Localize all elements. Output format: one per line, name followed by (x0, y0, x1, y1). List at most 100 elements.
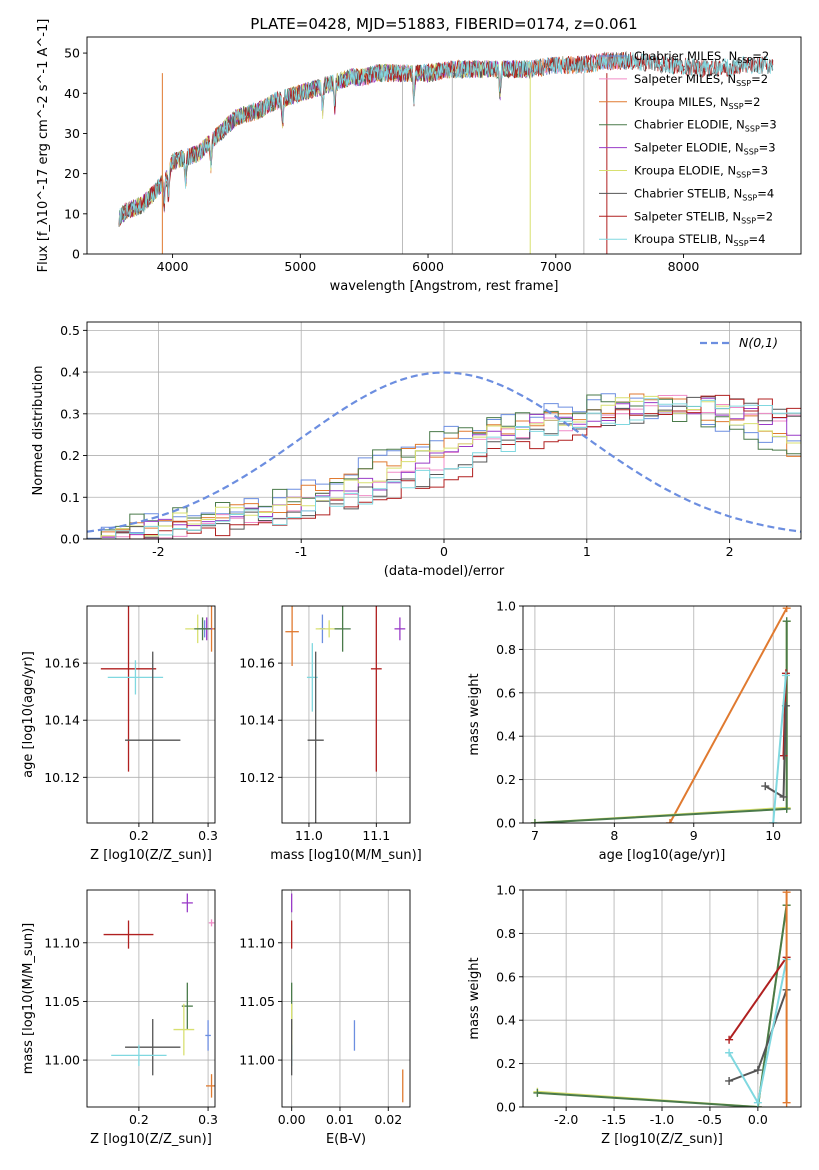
x-tick-label: 4000 (157, 259, 189, 274)
y-tick-label: 10.12 (44, 770, 80, 785)
axes-border (281, 889, 411, 1108)
y-tick-label: 11.00 (44, 1053, 80, 1068)
legend-label: Chabrier ELODIE, NSSP=3 (634, 118, 777, 134)
mass-weight-vs-metallicity-panel: -2.0 -1.5 -1.0 -0.5 0.0 0.0 0.2 0.4 0.6 0.8 1.0 Z [… (467, 883, 802, 1147)
y-tick-label: 40 (64, 86, 80, 101)
x-tick-label: 2 (726, 544, 734, 559)
legend-label-sub: SSP (729, 102, 744, 111)
legend-label-name: Chabrier STELIB, N (634, 186, 742, 200)
histogram-step (87, 398, 801, 539)
axes-frame: 7 8 9 10 0.0 0.2 0.4 0.6 0.8 1.0 age [log10(age/yr… (467, 599, 802, 863)
axes-border (86, 36, 802, 255)
legend-label-value: =2 (751, 72, 768, 86)
spectrum-panel: 4000 5000 6000 7000 8000 0 10 20 30 40 50 wavelengt… (36, 19, 802, 294)
legend-label-name: Salpeter ELODIE, N (634, 141, 744, 155)
gaussian-curve (87, 371, 801, 533)
x-axis-label: age [log10(age/yr)] (599, 848, 726, 863)
legend-label: N(0,1) (739, 335, 778, 350)
figure-title: PLATE=0428, MJD=51883, FIBERID=0174, z=0… (250, 15, 637, 33)
legend-label: Chabrier STELIB, NSSP=4 (634, 186, 774, 202)
legend-label-sub: SSP (741, 216, 756, 225)
y-tick-label: 0.0 (496, 1100, 516, 1115)
legend-label-name: Chabrier ELODIE, N (634, 118, 745, 132)
legend-label-name: Salpeter MILES, N (634, 72, 736, 86)
mass-age-panel: 11.0 11.1 10.12 10.14 10.16 mass [log10(M/M_s… (239, 605, 422, 863)
x-tick-label: -1.0 (650, 1112, 674, 1127)
y-tick-label: 0.4 (496, 1013, 516, 1028)
weight-marker (725, 1076, 734, 1085)
y-tick-label: 0.0 (496, 816, 516, 831)
y-tick-label: 0 (72, 247, 80, 262)
y-tick-label: 10.16 (44, 656, 80, 671)
legend-label-sub: SSP (736, 171, 751, 180)
legend-label-name: Salpeter STELIB, N (634, 209, 741, 223)
histogram-step (87, 395, 801, 539)
y-axis-label: mass weight (467, 957, 482, 1039)
mass-weight-vs-age-panel: 7 8 9 10 0.0 0.2 0.4 0.6 0.8 1.0 age [log10(age/yr… (467, 599, 802, 863)
legend-label-name: Chabrier MILES, N (634, 49, 737, 63)
extinction-mass-panel: 0.00 0.01 0.02 11.00 11.05 11.10 E(B-V) (239, 889, 411, 1147)
weight-marker (725, 1048, 734, 1057)
x-tick-label: 7000 (540, 259, 572, 274)
y-tick-label: 1.0 (496, 883, 516, 898)
x-tick-label: 0.3 (198, 1112, 218, 1127)
y-tick-label: 10.14 (44, 713, 80, 728)
y-tick-label: 11.05 (239, 994, 275, 1009)
plot-area (291, 893, 404, 1103)
legend-label-sub: SSP (742, 193, 757, 202)
x-tick-label: 0.00 (278, 1112, 306, 1127)
legend-label-name: Kroupa STELIB, N (634, 232, 734, 246)
y-tick-label: 0.2 (496, 772, 516, 787)
y-tick-label: 20 (64, 166, 80, 181)
legend-label-sub: SSP (734, 239, 749, 248)
weight-line (534, 621, 788, 823)
y-axis-label: age [log10(age/yr)] (21, 651, 36, 778)
x-tick-label: 8000 (668, 259, 700, 274)
weight-marker (779, 792, 788, 801)
x-tick-label: 9 (690, 828, 698, 843)
y-axis-label: Normed distribution (31, 366, 46, 496)
x-axis-label: Z [log10(Z/Z_sun)] (90, 1132, 212, 1147)
axes-frame: 0.2 0.3 11.00 11.05 11.10 Z [log10(Z/Z_sun)] m… (21, 889, 218, 1147)
x-axis-label: Z [log10(Z/Z_sun)] (601, 1132, 723, 1147)
x-tick-label: 0.02 (374, 1112, 402, 1127)
y-axis-label: mass weight (467, 673, 482, 755)
y-tick-label: 0.8 (496, 926, 516, 941)
legend-label-value: =4 (757, 186, 774, 200)
x-tick-label: 11.0 (295, 828, 323, 843)
y-tick-label: 0.3 (60, 406, 80, 421)
y-tick-label: 1.0 (496, 599, 516, 614)
axes-frame: 11.0 11.1 10.12 10.14 10.16 mass [log10(M/M_s… (239, 605, 422, 863)
histogram-step (87, 394, 801, 539)
x-tick-label: 0.0 (748, 1112, 768, 1127)
legend-label-sub: SSP (745, 125, 760, 134)
legend-label: Salpeter STELIB, NSSP=2 (634, 209, 773, 225)
y-tick-label: 0.0 (60, 532, 80, 547)
axes-border (86, 889, 216, 1108)
y-tick-label: 0.6 (496, 685, 516, 700)
legend-label-value: =2 (756, 209, 773, 223)
x-tick-label: -1 (295, 544, 307, 559)
spectrum-line (118, 52, 774, 227)
histogram-step (87, 394, 801, 539)
weight-line (669, 607, 788, 823)
y-axis-label: mass [log10(M/M_sun)] (21, 923, 36, 1075)
legend-label: Salpeter MILES, NSSP=2 (634, 72, 768, 88)
metallicity-mass-panel: 0.2 0.3 11.00 11.05 11.10 Z [log10(Z/Z_sun)] m… (21, 889, 218, 1147)
y-tick-label: 0.1 (60, 490, 80, 505)
plot-area (118, 50, 774, 254)
axes-frame: 0.00 0.01 0.02 11.00 11.05 11.10 E(B-V) (239, 889, 411, 1147)
y-tick-label: 10.14 (239, 713, 275, 728)
y-tick-label: 0.2 (496, 1056, 516, 1071)
legend-label-value: =3 (759, 141, 776, 155)
x-axis-label: Z [log10(Z/Z_sun)] (90, 848, 212, 863)
y-tick-label: 0.8 (496, 642, 516, 657)
weight-marker (782, 804, 791, 813)
weight-marker (753, 1098, 762, 1107)
weight-marker (782, 617, 791, 626)
x-axis-label: E(B-V) (326, 1132, 366, 1147)
y-tick-label: 11.05 (44, 994, 80, 1009)
y-tick-label: 50 (64, 46, 80, 61)
legend-label-value: =4 (749, 232, 766, 246)
